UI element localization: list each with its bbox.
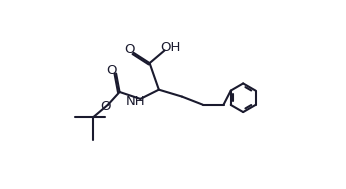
Text: OH: OH (161, 41, 181, 54)
Text: O: O (100, 100, 110, 113)
Text: O: O (106, 64, 117, 77)
Text: NH: NH (126, 95, 146, 108)
Text: O: O (125, 43, 135, 56)
